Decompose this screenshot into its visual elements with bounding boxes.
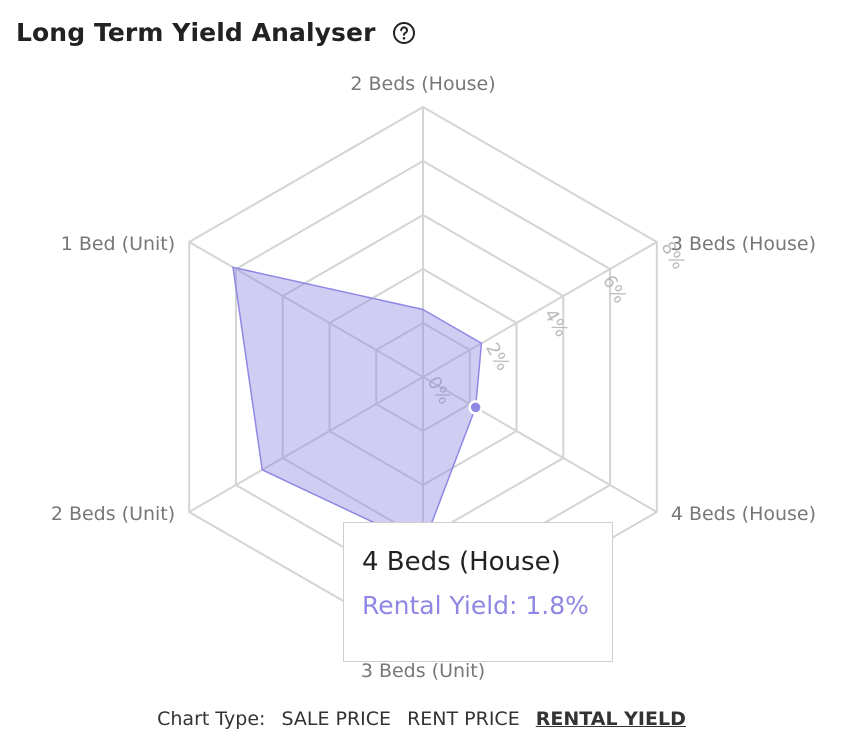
tooltip-category: 4 Beds (House)	[362, 547, 561, 577]
chart-type-rental-yield[interactable]: RENTAL YIELD	[535, 708, 686, 730]
header: Long Term Yield Analyser	[16, 18, 416, 47]
radial-tick-label: 6%	[598, 272, 630, 307]
chart-type-selector: Chart Type: SALE PRICE RENT PRICE RENTAL…	[0, 708, 843, 730]
tooltip-value: Rental Yield: 1.8%	[362, 591, 589, 620]
chart-type-rent-price[interactable]: RENT PRICE	[407, 708, 520, 730]
category-label: 2 Beds (House)	[350, 73, 495, 95]
radar-grid-spoke	[422, 241, 658, 378]
category-label: 1 Bed (Unit)	[61, 233, 175, 255]
category-label: 3 Beds (Unit)	[361, 660, 485, 682]
category-label: 3 Beds (House)	[671, 233, 816, 255]
radar-chart: 0%2%4%6%8% 2 Beds (House)3 Beds (House)4…	[51, 73, 816, 682]
highlighted-point[interactable]	[468, 400, 483, 415]
category-label: 2 Beds (Unit)	[51, 503, 175, 525]
radial-tick-label: 4%	[540, 306, 572, 341]
radar-grid-spoke	[188, 241, 424, 378]
radar-grid-spoke	[422, 376, 658, 513]
radar-grid-spoke	[188, 376, 424, 513]
help-circle-icon[interactable]	[392, 21, 416, 45]
page-title: Long Term Yield Analyser	[16, 18, 376, 47]
category-label: 4 Beds (House)	[671, 503, 816, 525]
chart-type-sale-price[interactable]: SALE PRICE	[281, 708, 392, 730]
radial-tick-label: 2%	[481, 339, 513, 374]
chart-tooltip: 4 Beds (House) Rental Yield: 1.8%	[343, 522, 613, 662]
chart-type-label: Chart Type:	[157, 708, 266, 730]
